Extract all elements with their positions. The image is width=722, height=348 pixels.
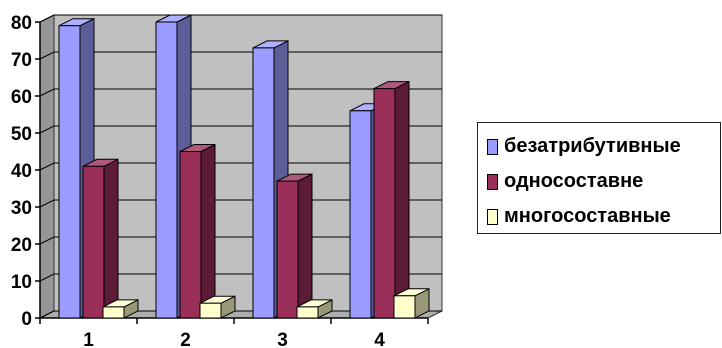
gridline bbox=[39, 51, 442, 60]
x-category-2: 2 bbox=[180, 330, 191, 348]
y-tick-labels: 0 10 20 30 40 50 60 70 80 bbox=[11, 13, 32, 330]
legend-item-bezatributivnye: безатрибутивные bbox=[487, 135, 681, 158]
y-tick-20: 20 bbox=[11, 235, 32, 256]
y-tick-30: 30 bbox=[11, 198, 32, 219]
bar-odnosostavne-4 bbox=[373, 80, 410, 319]
y-tick-50: 50 bbox=[11, 124, 32, 145]
legend: безатрибутивные односоставне многосостав… bbox=[477, 122, 721, 234]
legend-item-mnogosostavnye: многосоставные bbox=[487, 205, 671, 228]
legend-label-series-1: безатрибутивные bbox=[504, 135, 681, 157]
bar-odnosostavne-3 bbox=[276, 173, 313, 319]
y-tick-70: 70 bbox=[11, 50, 32, 71]
x-category-labels: 1 2 3 4 bbox=[83, 330, 385, 348]
legend-label-series-2: односоставне bbox=[504, 170, 644, 192]
bars bbox=[58, 14, 430, 319]
x-category-4: 4 bbox=[374, 330, 385, 348]
gridline bbox=[39, 162, 442, 171]
y-tick-0: 0 bbox=[21, 309, 32, 330]
gridline bbox=[39, 273, 442, 282]
gridline bbox=[39, 88, 442, 97]
bar-odnosostavne-1 bbox=[82, 158, 119, 319]
x-category-1: 1 bbox=[83, 330, 94, 348]
y-tick-40: 40 bbox=[11, 161, 32, 182]
x-category-3: 3 bbox=[277, 330, 288, 348]
bar-mnogosostavnye-1 bbox=[102, 299, 139, 319]
y-tick-60: 60 bbox=[11, 87, 32, 108]
gridlines bbox=[39, 14, 442, 319]
gridline bbox=[39, 14, 442, 23]
legend-swatch-series-1 bbox=[487, 138, 498, 155]
gridline bbox=[39, 236, 442, 245]
bar-mnogosostavnye-4 bbox=[393, 287, 430, 319]
gridline bbox=[39, 199, 442, 208]
bar-mnogosostavnye-3 bbox=[296, 299, 333, 319]
bar-mnogosostavnye-2 bbox=[199, 295, 236, 319]
legend-swatch-series-3 bbox=[487, 208, 498, 225]
legend-item-odnosostavne: односоставне bbox=[487, 170, 643, 193]
y-tick-10: 10 bbox=[11, 272, 32, 293]
legend-label-series-3: многосоставные bbox=[504, 205, 671, 227]
y-tick-80: 80 bbox=[11, 13, 32, 34]
legend-swatch-series-2 bbox=[487, 173, 498, 190]
bar-odnosostavne-2 bbox=[179, 143, 216, 319]
gridline bbox=[39, 125, 442, 134]
